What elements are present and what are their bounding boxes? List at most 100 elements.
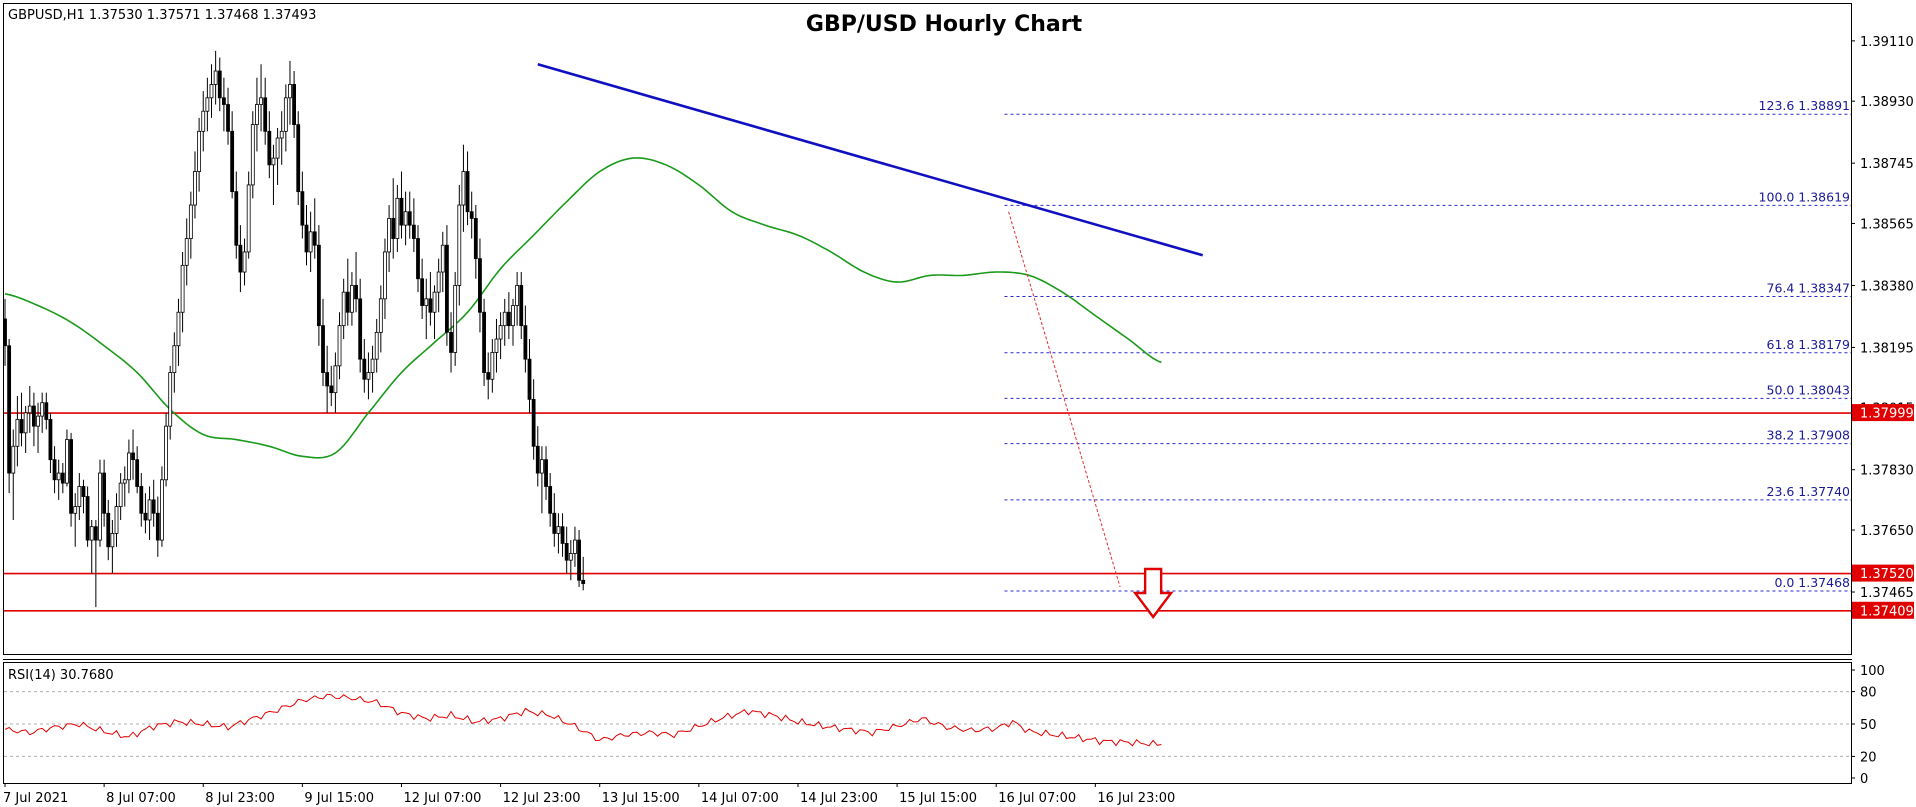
candle-body	[255, 104, 259, 126]
candle-body	[168, 372, 173, 427]
time-axis: 7 Jul 2021 8 Jul 07:00 8 Jul 23:00 9 Jul 15…	[3, 783, 1175, 806]
candle-body	[358, 298, 363, 360]
candle-body	[300, 191, 305, 226]
candle-body	[432, 291, 437, 313]
price-tag-box	[1852, 404, 1914, 422]
moving-average	[4, 157, 1162, 459]
candle-body	[366, 372, 371, 380]
candle-body	[238, 244, 243, 273]
candle-body	[197, 130, 202, 172]
candle-body	[213, 70, 218, 85]
candle-body	[577, 539, 581, 581]
candle-body	[23, 412, 28, 434]
rsi-tick-label: 100	[1860, 664, 1885, 679]
candle-body	[288, 84, 292, 99]
fib-level-label: 0.0 1.37468	[1774, 575, 1850, 590]
time-tick-label: 13 Jul 15:00	[602, 791, 680, 806]
candle-body	[147, 499, 152, 521]
candle-body	[354, 285, 358, 300]
candle-body	[81, 486, 86, 497]
fib-level-label: 23.6 1.37740	[1767, 484, 1851, 499]
candle-body	[275, 137, 280, 159]
candle-body	[519, 285, 524, 327]
candle-body	[449, 331, 453, 353]
fib-level-label: 38.2 1.37908	[1767, 428, 1851, 443]
candle-body	[465, 171, 470, 213]
candle-body	[89, 526, 94, 541]
candle-body	[135, 459, 140, 487]
candle-body	[560, 526, 565, 544]
candle-body	[461, 171, 466, 206]
candle-body	[308, 231, 313, 253]
candle-body	[407, 211, 412, 226]
rsi-tick-label: 50	[1860, 718, 1877, 733]
candle-body	[209, 84, 214, 99]
candle-body	[217, 70, 222, 99]
candle-body	[263, 97, 268, 132]
price-tags: 1.37999 1.37520 1.37409	[1852, 404, 1914, 619]
candle-body	[221, 97, 226, 105]
price-tick-label: 1.38195	[1860, 341, 1914, 356]
fib-level-label: 100.0 1.38619	[1759, 189, 1850, 204]
candle-body	[568, 553, 573, 561]
candle-body	[131, 452, 135, 461]
candle-body	[19, 419, 24, 434]
candle-body	[490, 352, 495, 380]
candle-body	[535, 445, 540, 474]
candle-body	[399, 197, 404, 226]
candle-body	[60, 472, 65, 484]
symbol-ohlc-label: GBPUSD,H1 1.37530 1.37571 1.37468 1.3749…	[8, 8, 316, 23]
time-tick-label: 16 Jul 07:00	[998, 791, 1076, 806]
price-tick-label: 1.37830	[1860, 464, 1914, 479]
candle-body	[250, 124, 255, 186]
fibonacci-levels: 123.6 1.38891 100.0 1.38619 76.4 1.38347 61…	[1004, 98, 1851, 592]
candle-body	[44, 402, 49, 420]
candle-body	[416, 238, 420, 280]
candle-body	[506, 311, 511, 327]
candle-body	[93, 526, 98, 541]
candle-body	[350, 285, 354, 313]
candle-body	[73, 506, 78, 514]
candle-body	[337, 325, 342, 367]
candle-body	[27, 405, 32, 414]
candle-body	[527, 358, 532, 400]
candle-body	[531, 398, 536, 447]
candle-body	[391, 218, 396, 239]
candle-body	[160, 479, 164, 541]
candle-body	[151, 499, 156, 514]
candle-body	[333, 365, 338, 394]
time-tick-label: 12 Jul 07:00	[403, 791, 481, 806]
candle-body	[573, 539, 577, 554]
candle-body	[122, 479, 127, 484]
candle-body	[523, 325, 528, 360]
candle-body	[378, 298, 383, 333]
candle-body	[321, 325, 325, 373]
price-tick-label: 1.38930	[1860, 95, 1914, 110]
candle-body	[428, 298, 433, 313]
rsi-tick-label: 0	[1860, 772, 1868, 787]
candle-body	[114, 506, 119, 534]
candle-body	[345, 291, 350, 313]
candle-body	[52, 459, 57, 481]
time-tick-label: 8 Jul 23:00	[205, 791, 275, 806]
candle-body	[436, 271, 441, 293]
price-tag-label: 1.37999	[1860, 407, 1914, 422]
candle-body	[552, 512, 557, 534]
down-arrow-icon	[1132, 567, 1174, 619]
candle-body	[106, 512, 111, 548]
candle-body	[411, 224, 416, 239]
candle-body	[564, 543, 569, 561]
candle-body	[329, 385, 334, 394]
candle-body	[176, 311, 181, 347]
candle-body	[515, 285, 520, 306]
price-tick-label: 1.38745	[1860, 157, 1914, 172]
candle-body	[7, 345, 12, 474]
candle-body	[230, 130, 235, 193]
candle-body	[271, 157, 276, 166]
candle-body	[3, 318, 7, 347]
candle-body	[234, 191, 239, 246]
candle-body	[478, 258, 482, 313]
candle-body	[440, 244, 445, 273]
fib-level-label: 76.4 1.38347	[1767, 281, 1851, 296]
